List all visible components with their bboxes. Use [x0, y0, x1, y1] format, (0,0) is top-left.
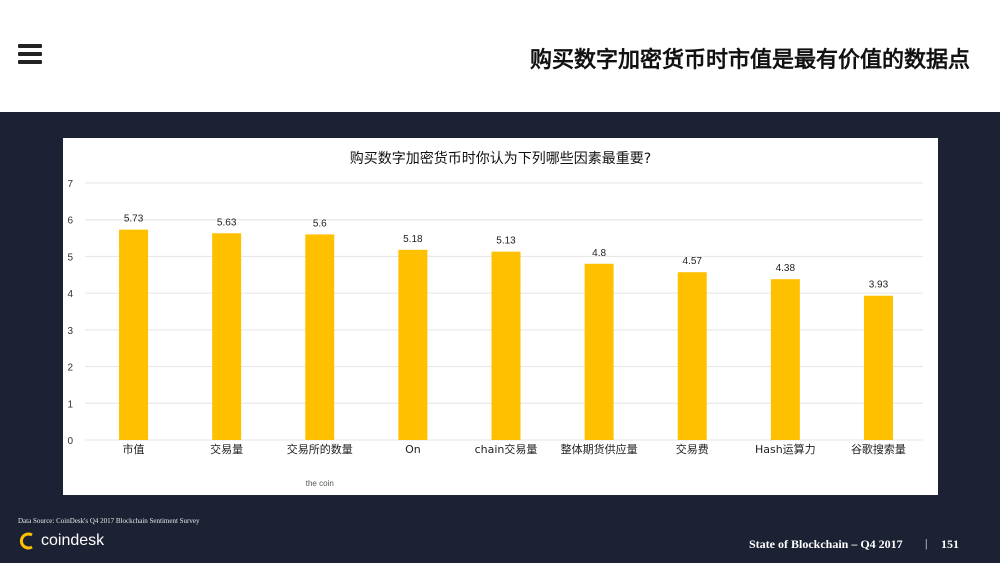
x-tick-label-extra: the coin	[306, 479, 334, 488]
footer-separator: |	[925, 536, 928, 550]
y-tick-label: 5	[67, 252, 73, 263]
y-tick-label: 1	[67, 399, 73, 410]
y-tick-label: 6	[67, 216, 73, 227]
data-label: 5.18	[403, 234, 423, 245]
y-tick-label: 0	[67, 436, 73, 447]
data-label: 4.8	[592, 248, 606, 259]
bar	[677, 272, 707, 440]
bar	[491, 251, 521, 440]
page-number: 151	[941, 537, 959, 551]
coindesk-logo-icon	[19, 532, 33, 550]
y-tick-label: 3	[67, 326, 73, 337]
bar	[212, 233, 242, 440]
data-label: 5.63	[217, 217, 237, 228]
x-tick-label: 交易费	[676, 442, 709, 456]
bar	[398, 249, 428, 440]
x-tick-label: 交易所的数量	[287, 442, 353, 456]
data-source-note: Data Source: CoinDesk's Q4 2017 Blockcha…	[18, 517, 200, 525]
bar	[770, 279, 800, 440]
bar	[305, 234, 335, 440]
chart-card: 0 1 2 3 4 5 6 7 5.73 市值 5.63 交易量 5.6 交易所的数量 5.18 On 5.13…	[63, 138, 938, 495]
x-tick-label: chain交易量	[475, 442, 538, 456]
bar-chart: 0 1 2 3 4 5 6 7 5.73 市值 5.63 交易量 5.6 交易所的数量 5.18 On 5.13…	[67, 179, 923, 488]
hamburger-menu-icon[interactable]	[18, 44, 42, 64]
bar	[863, 295, 893, 440]
data-label: 3.93	[869, 280, 889, 291]
report-title: State of Blockchain – Q4 2017	[749, 537, 903, 551]
page-title: 购买数字加密货币时市值是最有价值的数据点	[529, 48, 970, 73]
y-tick-label: 4	[67, 289, 73, 300]
x-tick-label: On	[405, 443, 421, 456]
x-tick-label: 谷歌搜索量	[851, 442, 906, 456]
coindesk-logo: coindesk	[18, 531, 104, 551]
x-tick-label: Hash运算力	[755, 442, 816, 456]
y-tick-label: 7	[67, 179, 73, 190]
x-tick-label: 整体期货供应量	[561, 442, 638, 456]
data-label: 4.57	[682, 256, 702, 267]
chart-title: 购买数字加密货币时你认为下列哪些因素最重要?	[349, 151, 652, 167]
data-label: 5.6	[313, 218, 327, 229]
y-tick-label: 2	[67, 363, 73, 374]
data-label: 5.73	[124, 214, 144, 225]
x-tick-label: 市值	[123, 442, 145, 456]
data-label: 5.13	[496, 236, 516, 247]
data-label: 4.38	[776, 263, 796, 274]
logo-text: coindesk	[41, 532, 105, 549]
header: 购买数字加密货币时市值是最有价值的数据点	[0, 0, 1000, 112]
x-tick-label: 交易量	[210, 442, 243, 456]
bar	[584, 263, 614, 440]
bar	[119, 229, 149, 440]
